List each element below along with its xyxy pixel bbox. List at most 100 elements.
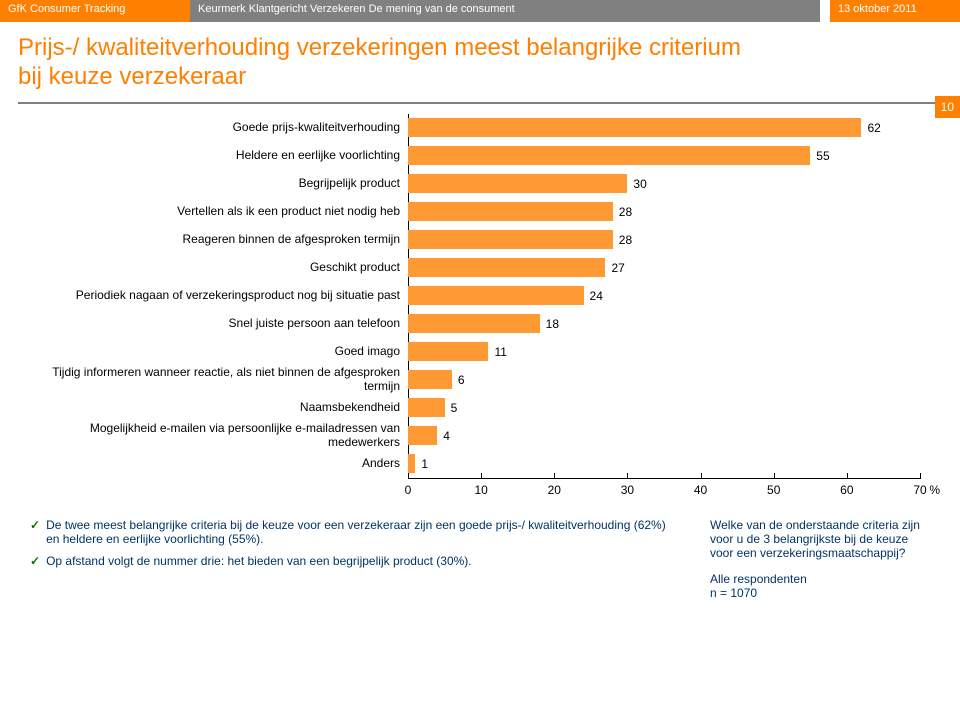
chart-row: Anders 1 xyxy=(18,450,920,478)
bar-zone: 24 xyxy=(408,282,920,310)
bar xyxy=(408,426,437,445)
axis-tick xyxy=(774,473,775,479)
header-left: GfK Consumer Tracking xyxy=(0,0,190,22)
bar xyxy=(408,258,605,277)
bar xyxy=(408,230,613,249)
respondent-note-2: n = 1070 xyxy=(710,586,930,600)
axis-tick-label: 60 xyxy=(840,483,853,497)
chart-row: Mogelijkheid e-mailen via persoonlijke e… xyxy=(18,422,920,450)
bar-label: Tijdig informeren wanneer reactie, als n… xyxy=(18,366,408,392)
axis-tick-label: 10 xyxy=(474,483,487,497)
axis-tick-label: 70 xyxy=(913,483,926,497)
chart-row: Heldere en eerlijke voorlichting 55 xyxy=(18,142,920,170)
axis-tick xyxy=(920,473,921,479)
header-bar: GfK Consumer Tracking Keurmerk Klantgeri… xyxy=(0,0,960,22)
chart-row: Periodiek nagaan of verzekeringsproduct … xyxy=(18,282,920,310)
axis-tick-label: 20 xyxy=(548,483,561,497)
bar-value: 28 xyxy=(619,233,632,247)
bar-value: 55 xyxy=(816,149,829,163)
bar-zone: 28 xyxy=(408,198,920,226)
bullet-text: De twee meest belangrijke criteria bij d… xyxy=(46,518,670,546)
bar-label: Anders xyxy=(18,457,408,470)
axis-tick xyxy=(408,473,409,479)
bar xyxy=(408,146,810,165)
chart-row: Geschikt product 27 xyxy=(18,254,920,282)
header-mid: Keurmerk Klantgericht Verzekeren De meni… xyxy=(190,0,820,22)
axis-tick-label: 50 xyxy=(767,483,780,497)
bar xyxy=(408,342,488,361)
bar-label: Naamsbekendheid xyxy=(18,401,408,414)
bar-zone: 5 xyxy=(408,394,920,422)
bullet-text: Op afstand volgt de nummer drie: het bie… xyxy=(46,554,472,568)
axis-tick xyxy=(701,473,702,479)
chart-row: Reageren binnen de afgesproken termijn 28 xyxy=(18,226,920,254)
bar-value: 30 xyxy=(633,177,646,191)
check-icon: ✓ xyxy=(30,518,40,546)
bar-label: Begrijpelijk product xyxy=(18,177,408,190)
bar-value: 24 xyxy=(590,289,603,303)
bar-label: Geschikt product xyxy=(18,261,408,274)
bar-zone: 4 xyxy=(408,422,920,450)
axis-tick xyxy=(627,473,628,479)
chart-row: Goede prijs-kwaliteitverhouding 62 xyxy=(18,114,920,142)
bar-label: Heldere en eerlijke voorlichting xyxy=(18,149,408,162)
chart-row: Goed imago 11 xyxy=(18,338,920,366)
bar-zone: 55 xyxy=(408,142,920,170)
footer: ✓De twee meest belangrijke criteria bij … xyxy=(0,508,960,600)
bar-label: Snel juiste persoon aan telefoon xyxy=(18,317,408,330)
bar xyxy=(408,398,445,417)
chart-row: Tijdig informeren wanneer reactie, als n… xyxy=(18,366,920,394)
axis-tick xyxy=(481,473,482,479)
footer-bullet: ✓ Op afstand volgt de nummer drie: het bi… xyxy=(30,554,670,568)
page-number-badge: 10 xyxy=(935,96,960,118)
title-underline xyxy=(18,102,942,104)
bar-zone: 1 xyxy=(408,450,920,478)
survey-question: Welke van de onderstaande criteria zijn … xyxy=(710,518,930,560)
bar-zone: 27 xyxy=(408,254,920,282)
bar-value: 1 xyxy=(421,457,428,471)
chart-row: Snel juiste persoon aan telefoon 18 xyxy=(18,310,920,338)
footer-bullet: ✓De twee meest belangrijke criteria bij … xyxy=(30,518,670,546)
page-title: Prijs-/ kwaliteitverhouding verzekeringe… xyxy=(0,22,960,98)
bar xyxy=(408,202,613,221)
bar-zone: 11 xyxy=(408,338,920,366)
bar-value: 6 xyxy=(458,373,465,387)
footer-left: ✓De twee meest belangrijke criteria bij … xyxy=(30,518,710,600)
bar xyxy=(408,286,584,305)
header-spacer xyxy=(820,0,830,22)
bar-zone: 30 xyxy=(408,170,920,198)
title-line-1: Prijs-/ kwaliteitverhouding verzekeringe… xyxy=(18,34,741,61)
bar-zone: 6 xyxy=(408,366,920,394)
respondent-note-1: Alle respondenten xyxy=(710,572,930,586)
x-axis: 010203040506070% xyxy=(408,478,920,508)
bar xyxy=(408,454,415,473)
bar xyxy=(408,370,452,389)
bar-chart: Goede prijs-kwaliteitverhouding 62 Heldere… xyxy=(18,114,920,508)
bar-label: Goede prijs-kwaliteitverhouding xyxy=(18,121,408,134)
axis-tick-label: 30 xyxy=(621,483,634,497)
bar-zone: 28 xyxy=(408,226,920,254)
bar-value: 62 xyxy=(867,121,880,135)
bar-value: 11 xyxy=(494,345,506,359)
chart-row: Naamsbekendheid 5 xyxy=(18,394,920,422)
bar-value: 18 xyxy=(546,317,559,331)
bar-value: 4 xyxy=(443,429,450,443)
bar-zone: 18 xyxy=(408,310,920,338)
axis-tick-label: 0 xyxy=(405,483,412,497)
bar-label: Goed imago xyxy=(18,345,408,358)
bar-zone: 62 xyxy=(408,114,920,142)
bar-label: Reageren binnen de afgesproken termijn xyxy=(18,233,408,246)
axis-tick-label: 40 xyxy=(694,483,707,497)
footer-right: Welke van de onderstaande criteria zijn … xyxy=(710,518,930,600)
bar-label: Mogelijkheid e-mailen via persoonlijke e… xyxy=(18,422,408,448)
axis-tick xyxy=(847,473,848,479)
bar-label: Vertellen als ik een product niet nodig … xyxy=(18,205,408,218)
bar-value: 27 xyxy=(611,261,624,275)
axis-tick xyxy=(554,473,555,479)
bar xyxy=(408,314,540,333)
bar-value: 5 xyxy=(451,401,458,415)
header-right: 13 oktober 2011 xyxy=(830,0,960,22)
check-icon: ✓ xyxy=(30,554,40,568)
chart-row: Begrijpelijk product 30 xyxy=(18,170,920,198)
chart-row: Vertellen als ik een product niet nodig … xyxy=(18,198,920,226)
